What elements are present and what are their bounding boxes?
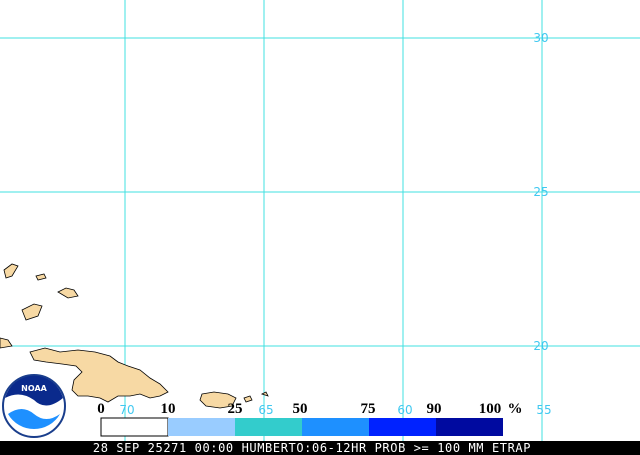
legend-label: 25 xyxy=(228,401,243,417)
latitude-label: 30 xyxy=(533,31,548,45)
legend-swatch xyxy=(235,418,302,436)
longitude-label: 70 xyxy=(119,403,134,417)
bahamas-1 xyxy=(3,263,19,279)
virgin-islands xyxy=(243,391,269,403)
graticule xyxy=(0,0,640,441)
noaa-logo: NOAA xyxy=(2,374,66,438)
cuba-tip xyxy=(0,337,13,349)
legend-label: 100 xyxy=(479,401,502,417)
caicos xyxy=(57,287,79,299)
legend-swatch xyxy=(100,417,169,437)
latitude-label: 25 xyxy=(533,185,548,199)
bahamas-2 xyxy=(35,273,47,281)
legend-label: 10 xyxy=(161,401,176,417)
longitude-label: 60 xyxy=(397,403,412,417)
caption: 28 SEP 25271 00:00 HUMBERTO:06-12HR PROB… xyxy=(93,441,531,455)
puerto-rico xyxy=(199,391,237,409)
land xyxy=(0,263,269,409)
caption-bar xyxy=(0,441,640,455)
legend: 0 10 25 50 75 90 100 % xyxy=(97,401,523,437)
legend-unit: % xyxy=(508,401,523,417)
logo-text: NOAA xyxy=(21,384,47,393)
legend-swatch xyxy=(369,418,436,436)
inagua xyxy=(21,303,43,321)
legend-swatch xyxy=(436,418,503,436)
legend-label: 0 xyxy=(97,401,105,417)
longitude-label: 65 xyxy=(258,403,273,417)
legend-label: 90 xyxy=(427,401,442,417)
legend-label: 50 xyxy=(293,401,308,417)
legend-swatch xyxy=(302,418,369,436)
latitude-label: 20 xyxy=(533,339,548,353)
longitude-label: 55 xyxy=(536,403,551,417)
legend-label: 75 xyxy=(361,401,376,417)
hispaniola xyxy=(29,347,169,403)
legend-swatch xyxy=(168,418,235,436)
